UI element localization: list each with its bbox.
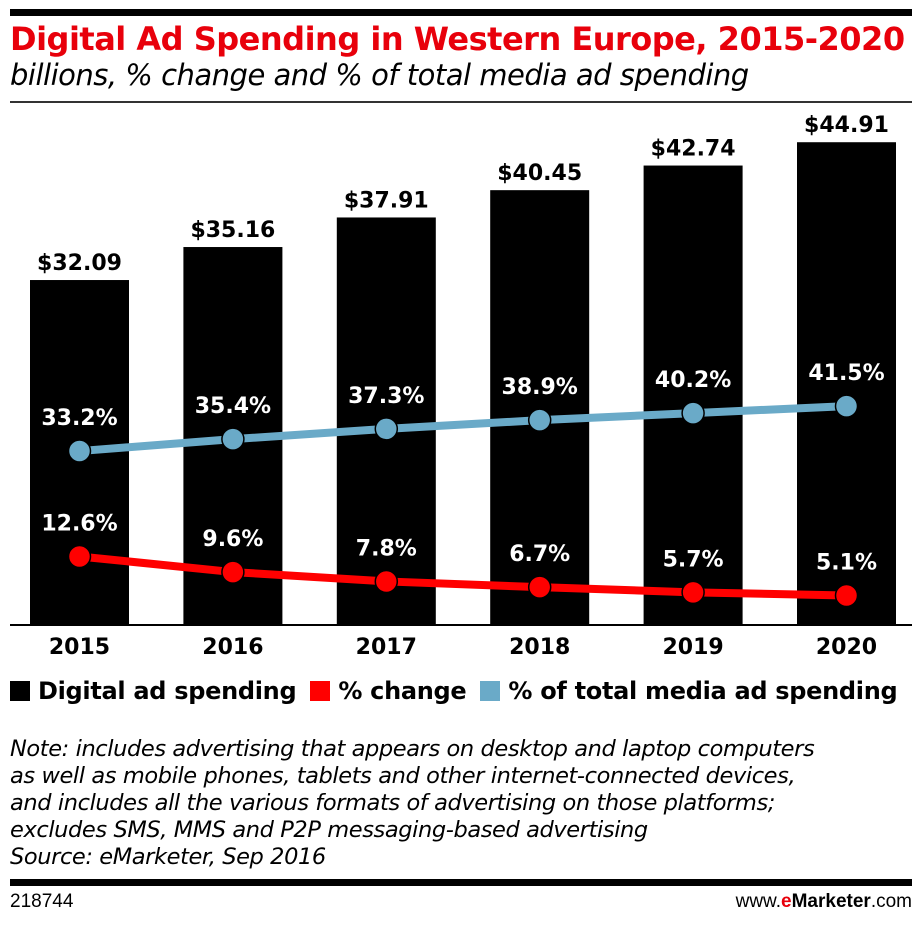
legend: Digital ad spending % change % of total … <box>10 677 911 705</box>
share-point <box>681 401 705 425</box>
change-point <box>681 580 705 605</box>
share-data-label: 41.5% <box>808 361 884 386</box>
change-data-label: 5.7% <box>663 547 724 572</box>
change-point <box>374 569 399 594</box>
change-point <box>67 544 92 569</box>
x-tick-label: 2017 <box>356 635 417 660</box>
legend-item-change: % change <box>310 677 467 705</box>
note-line: as well as mobile phones, tablets and ot… <box>10 763 796 789</box>
bar-2019 <box>643 165 743 626</box>
site-logo-e: e <box>781 891 792 912</box>
share-data-label: 37.3% <box>348 384 424 409</box>
change-data-label: 6.7% <box>509 542 570 567</box>
legend-swatch <box>480 681 501 701</box>
bar-value-label: $32.09 <box>37 251 122 276</box>
legend-label: % change <box>338 677 467 705</box>
source-line: Source: eMarketer, Sep 2016 <box>10 844 326 870</box>
change-data-label: 5.1% <box>816 550 877 575</box>
legend-label: % of total media ad spending <box>508 677 898 705</box>
change-data-label: 7.8% <box>356 536 417 561</box>
x-tick-label: 2018 <box>509 635 570 660</box>
legend-swatch <box>10 681 30 701</box>
plot-area: $32.09 2015 $35.16 2016 $37.91 2017 $40.45 2018… <box>10 113 912 660</box>
bottom-rule <box>10 879 912 886</box>
site-brand: Marketer <box>791 891 871 912</box>
legend-label: Digital ad spending <box>38 677 297 705</box>
share-data-label: 35.4% <box>195 394 271 419</box>
bar-2020 <box>797 142 896 625</box>
share-data-label: 40.2% <box>655 368 731 393</box>
share-point <box>527 408 552 432</box>
share-point <box>67 439 92 463</box>
change-line <box>79 552 847 600</box>
bar-value-label: $42.74 <box>651 137 736 162</box>
share-data-label: 33.2% <box>41 406 117 431</box>
title-divider <box>10 101 912 103</box>
legend-item-spending: Digital ad spending <box>10 677 297 705</box>
chart-title: Digital Ad Spending in Western Europe, 2… <box>10 20 905 58</box>
change-point <box>527 575 552 599</box>
x-tick-label: 2015 <box>49 635 110 660</box>
x-tick-label: 2020 <box>816 635 877 660</box>
note-line: excludes SMS, MMS and P2P messaging-base… <box>10 817 648 843</box>
legend-swatch <box>310 681 331 701</box>
bar-value-label: $35.16 <box>190 218 275 243</box>
bar-2018 <box>490 190 590 625</box>
note-line: Note: includes advertising that appears … <box>10 736 815 762</box>
site-prefix: www. <box>735 891 782 912</box>
share-line <box>79 402 847 456</box>
change-data-label: 9.6% <box>202 527 263 552</box>
x-tick-label: 2016 <box>202 635 263 660</box>
share-point <box>834 394 859 418</box>
site-link[interactable]: www.eMarketer.com <box>736 891 912 913</box>
x-tick-label: 2019 <box>662 635 723 660</box>
note: Note: includes advertising that appears … <box>10 736 815 871</box>
legend-item-share: % of total media ad spending <box>480 677 898 705</box>
change-point <box>221 560 245 584</box>
change-point <box>834 583 859 608</box>
site-suffix: .com <box>870 891 912 912</box>
share-point <box>221 427 245 451</box>
change-data-label: 12.6% <box>41 511 117 536</box>
bar-value-label: $37.91 <box>344 188 429 213</box>
top-rule <box>10 9 912 16</box>
bar-value-label: $40.45 <box>497 161 582 186</box>
chart-id: 218744 <box>10 891 74 912</box>
share-point <box>374 417 399 441</box>
chart-subtitle: billions, % change and % of total media … <box>10 58 749 92</box>
share-data-label: 38.9% <box>502 375 578 400</box>
note-line: and includes all the various formats of … <box>10 790 775 816</box>
bar-value-label: $44.91 <box>804 113 889 138</box>
